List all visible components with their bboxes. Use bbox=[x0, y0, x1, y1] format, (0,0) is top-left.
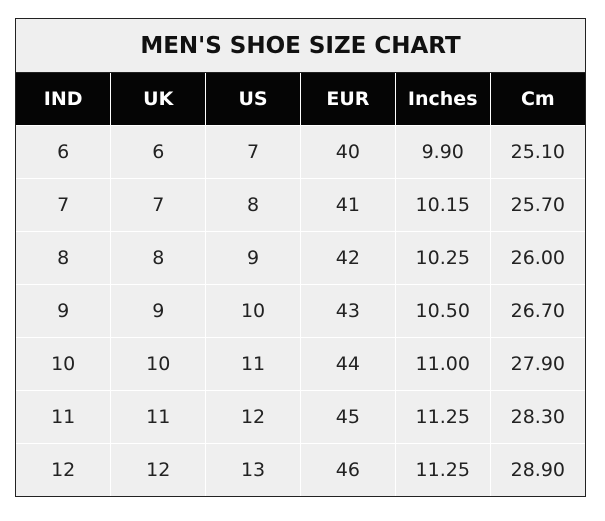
table-cell: 10.25 bbox=[394, 231, 491, 285]
table-cell: 9.90 bbox=[394, 125, 491, 179]
table-row: 6 6 7 40 9.90 25.10 bbox=[16, 125, 585, 179]
table-cell: 25.10 bbox=[489, 125, 585, 179]
table-cell: 41 bbox=[299, 178, 396, 232]
table-cell: 10 bbox=[205, 284, 301, 338]
table-cell: 25.70 bbox=[489, 178, 585, 232]
table-cell: 7 bbox=[205, 125, 301, 179]
table-cell: 45 bbox=[299, 390, 396, 444]
table-cell: 10.15 bbox=[394, 178, 491, 232]
table-cell: 11.00 bbox=[394, 337, 491, 391]
table-cell: 12 bbox=[205, 390, 301, 444]
column-header-cm: Cm bbox=[489, 73, 585, 126]
table-cell: 9 bbox=[16, 284, 111, 338]
size-chart: MEN'S SHOE SIZE CHART IND UK US EUR Inches Cm… bbox=[15, 18, 586, 497]
column-header-us: US bbox=[205, 73, 301, 126]
table-cell: 8 bbox=[16, 231, 111, 285]
table-cell: 12 bbox=[16, 443, 111, 496]
table-row: 7 7 8 41 10.15 25.70 bbox=[16, 178, 585, 232]
table-cell: 11 bbox=[205, 337, 301, 391]
table-cell: 11 bbox=[110, 390, 206, 444]
table-cell: 13 bbox=[205, 443, 301, 496]
table-cell: 28.30 bbox=[489, 390, 585, 444]
table-cell: 44 bbox=[299, 337, 396, 391]
table-cell: 10.50 bbox=[394, 284, 491, 338]
table-row: 9 9 10 43 10.50 26.70 bbox=[16, 284, 585, 338]
table-cell: 8 bbox=[205, 178, 301, 232]
table-row: 8 8 9 42 10.25 26.00 bbox=[16, 231, 585, 285]
table-cell: 40 bbox=[299, 125, 396, 179]
table-cell: 10 bbox=[110, 337, 206, 391]
table-cell: 11.25 bbox=[394, 390, 491, 444]
table-cell: 6 bbox=[110, 125, 206, 179]
table-cell: 11.25 bbox=[394, 443, 491, 496]
table-cell: 8 bbox=[110, 231, 206, 285]
table-cell: 26.70 bbox=[489, 284, 585, 338]
chart-title: MEN'S SHOE SIZE CHART bbox=[16, 19, 585, 73]
size-table: IND UK US EUR Inches Cm 6 6 7 40 9.90 25.10 7 7 8 41 10… bbox=[16, 73, 585, 496]
column-header-eur: EUR bbox=[299, 73, 396, 126]
table-cell: 9 bbox=[110, 284, 206, 338]
table-cell: 11 bbox=[16, 390, 111, 444]
table-cell: 10 bbox=[16, 337, 111, 391]
table-row: 10 10 11 44 11.00 27.90 bbox=[16, 337, 585, 391]
table-cell: 12 bbox=[110, 443, 206, 496]
table-cell: 26.00 bbox=[489, 231, 585, 285]
table-cell: 42 bbox=[299, 231, 396, 285]
table-cell: 9 bbox=[205, 231, 301, 285]
column-header-uk: UK bbox=[110, 73, 206, 126]
table-cell: 28.90 bbox=[489, 443, 585, 496]
table-cell: 6 bbox=[16, 125, 111, 179]
table-row: 11 11 12 45 11.25 28.30 bbox=[16, 390, 585, 444]
header-row: IND UK US EUR Inches Cm bbox=[16, 73, 585, 126]
table-cell: 43 bbox=[299, 284, 396, 338]
column-header-ind: IND bbox=[16, 73, 111, 126]
table-row: 12 12 13 46 11.25 28.90 bbox=[16, 443, 585, 496]
table-cell: 7 bbox=[16, 178, 111, 232]
table-cell: 46 bbox=[299, 443, 396, 496]
table-cell: 27.90 bbox=[489, 337, 585, 391]
column-header-inches: Inches bbox=[394, 73, 491, 126]
table-cell: 7 bbox=[110, 178, 206, 232]
